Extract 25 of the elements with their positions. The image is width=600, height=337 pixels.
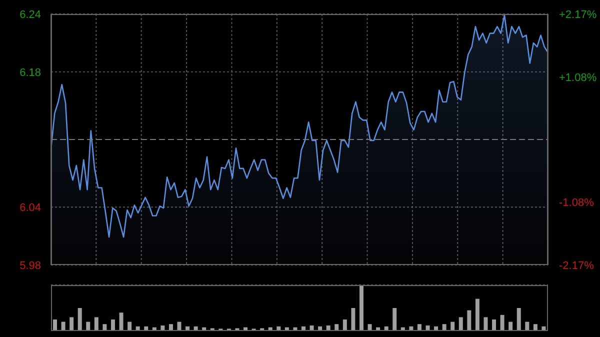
bar — [351, 308, 356, 331]
bar — [53, 320, 57, 331]
bar — [475, 298, 480, 331]
bar — [94, 317, 98, 331]
bar — [78, 308, 82, 331]
bar — [70, 317, 74, 331]
y-tick-label: 5.98 — [20, 260, 41, 272]
bar — [392, 308, 397, 331]
y-tick-label: 6.18 — [20, 66, 41, 79]
bar — [467, 310, 472, 331]
y2-tick-label: +2.17% — [559, 9, 597, 21]
bar — [500, 314, 504, 331]
bar — [119, 312, 124, 331]
bar — [342, 320, 347, 331]
y2-tick-label: +1.08% — [559, 72, 597, 84]
bar — [458, 317, 463, 331]
y2-tick-label: -2.17% — [559, 260, 594, 272]
bar — [492, 320, 496, 331]
y-tick-label: 6.04 — [20, 202, 41, 214]
y-tick-label: 6.24 — [20, 9, 41, 21]
bar — [516, 308, 521, 331]
bar — [484, 317, 488, 331]
bar — [110, 320, 115, 331]
bar — [359, 285, 364, 331]
y2-tick-label: -1.08% — [559, 196, 594, 209]
